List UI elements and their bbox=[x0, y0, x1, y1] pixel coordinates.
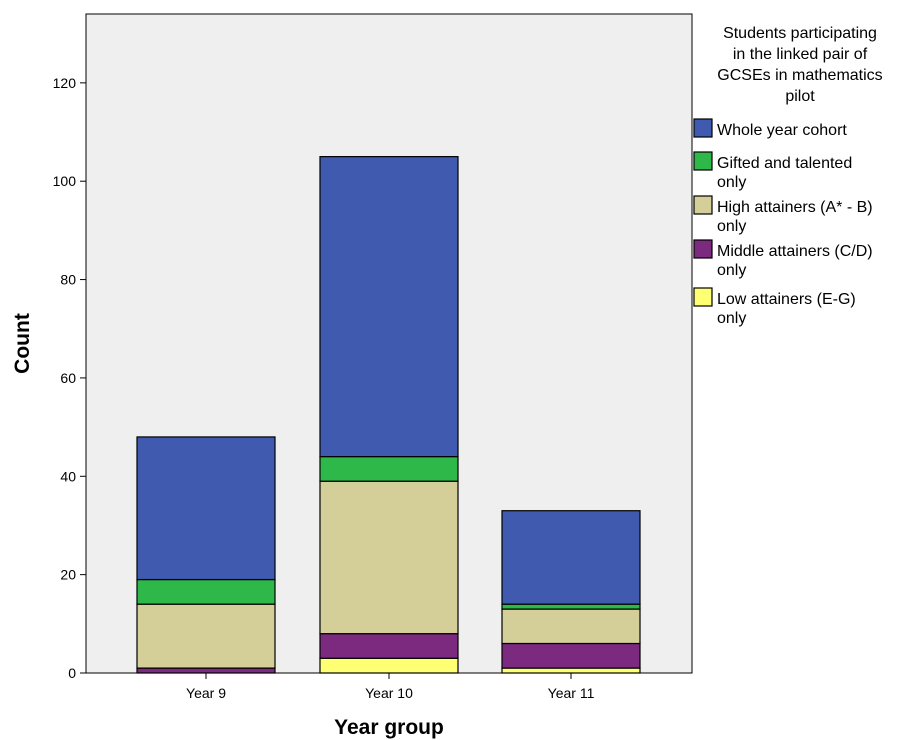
bar-segment bbox=[136, 578, 276, 605]
x-axis: Year 9 Year 10 Year 11 bbox=[186, 673, 595, 701]
legend-swatch bbox=[693, 239, 713, 259]
legend-entry-label: Gifted and talented bbox=[717, 155, 852, 172]
bar-segment bbox=[136, 603, 276, 669]
legend-entry-label: only bbox=[717, 218, 746, 235]
bar-segment bbox=[319, 480, 459, 635]
bar-segment bbox=[319, 456, 459, 482]
legend-title-line: GCSEs in mathematics bbox=[717, 67, 882, 84]
y-axis: 0 20 40 60 80 100 120 bbox=[53, 75, 86, 681]
bar-segment bbox=[501, 667, 641, 674]
bar-segment bbox=[501, 510, 641, 605]
bars bbox=[136, 156, 641, 674]
legend-swatch bbox=[693, 151, 713, 171]
legend-title-line: pilot bbox=[785, 88, 815, 105]
legend-entry-label: only bbox=[717, 310, 746, 327]
y-tick-label: 40 bbox=[60, 468, 76, 484]
legend-swatch bbox=[693, 195, 713, 215]
y-tick-label: 20 bbox=[60, 567, 76, 583]
x-axis-label: Year group bbox=[334, 716, 444, 739]
legend-entry-label: only bbox=[717, 262, 746, 279]
x-tick-label: Year 11 bbox=[548, 685, 595, 701]
legend-entry-label: Whole year cohort bbox=[717, 122, 847, 139]
legend-entry-label: Low attainers (E-G) bbox=[717, 291, 856, 308]
bar-segment bbox=[136, 436, 276, 581]
y-tick-label: 60 bbox=[60, 370, 76, 386]
y-axis-label: Count bbox=[11, 313, 34, 374]
y-tick-label: 120 bbox=[53, 75, 77, 91]
legend-swatch bbox=[693, 118, 713, 138]
bar-segment bbox=[501, 642, 641, 669]
bar-segment bbox=[319, 657, 459, 674]
legend: Students participating in the linked pair… bbox=[693, 25, 883, 327]
legend-title-line: in the linked pair of bbox=[733, 46, 868, 63]
x-tick-label: Year 10 bbox=[365, 685, 413, 701]
y-tick-label: 100 bbox=[53, 173, 77, 189]
legend-entry-label: High attainers (A* - B) bbox=[717, 199, 873, 216]
legend-swatch bbox=[693, 287, 713, 307]
legend-title-line: Students participating bbox=[723, 25, 877, 42]
bar-segment bbox=[319, 156, 459, 458]
bar-segment bbox=[501, 603, 641, 610]
y-tick-label: 0 bbox=[68, 665, 76, 681]
bar-segment bbox=[501, 608, 641, 645]
legend-entry-label: Middle attainers (C/D) bbox=[717, 243, 873, 260]
x-tick-label: Year 9 bbox=[186, 685, 226, 701]
bar-segment bbox=[319, 633, 459, 659]
legend-entry-label: only bbox=[717, 174, 746, 191]
bar-segment bbox=[136, 667, 276, 674]
y-tick-label: 80 bbox=[60, 272, 76, 288]
